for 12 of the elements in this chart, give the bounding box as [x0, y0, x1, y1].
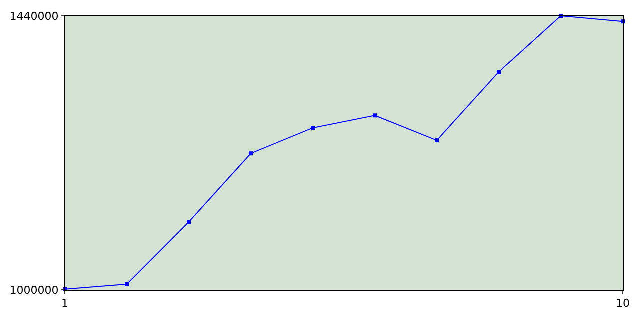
x-tick-label: 1: [62, 297, 68, 310]
line-series: [63, 14, 625, 292]
y-tick-label: 1440000: [10, 10, 59, 23]
point: [125, 282, 129, 286]
point: [497, 70, 501, 74]
point: [187, 220, 191, 224]
point: [373, 114, 377, 118]
point: [311, 126, 315, 130]
point: [249, 152, 253, 156]
x-tick-label: 10: [616, 297, 630, 310]
y-tick-label: 1000000: [10, 284, 59, 297]
point: [435, 138, 439, 143]
